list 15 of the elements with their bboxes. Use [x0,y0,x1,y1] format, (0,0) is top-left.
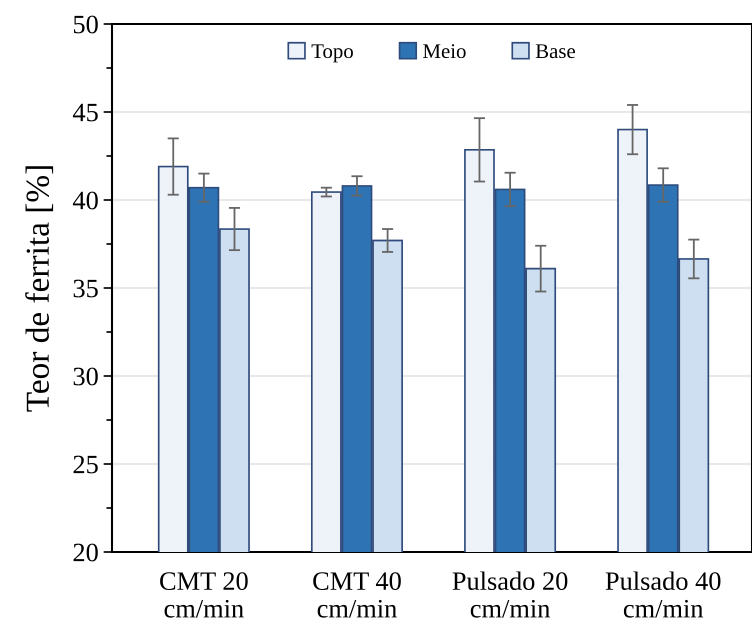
y-tick-label: 50 [74,16,98,34]
x-tick-label: Pulsado 20 cm/min [452,571,568,618]
legend-label: Base [536,44,575,58]
legend-label: Meio [423,44,466,58]
y-tick-label: 35 [74,280,98,298]
legend-label: Topo [312,44,353,62]
y-tick-label: 25 [74,456,98,474]
y-axis-title: Teor de ferrita [%] [25,166,54,412]
x-tick-label: CMT 40 cm/min [313,572,401,618]
y-tick-label: 30 [74,368,98,386]
y-tick-label: 45 [72,104,98,122]
y-tick-label: 20 [74,544,98,562]
x-tick-label: CMT 20 cm/min [160,572,248,618]
y-tick-label: 40 [72,192,98,210]
x-tick-label: Pulsado 40 cm/min [606,571,720,618]
